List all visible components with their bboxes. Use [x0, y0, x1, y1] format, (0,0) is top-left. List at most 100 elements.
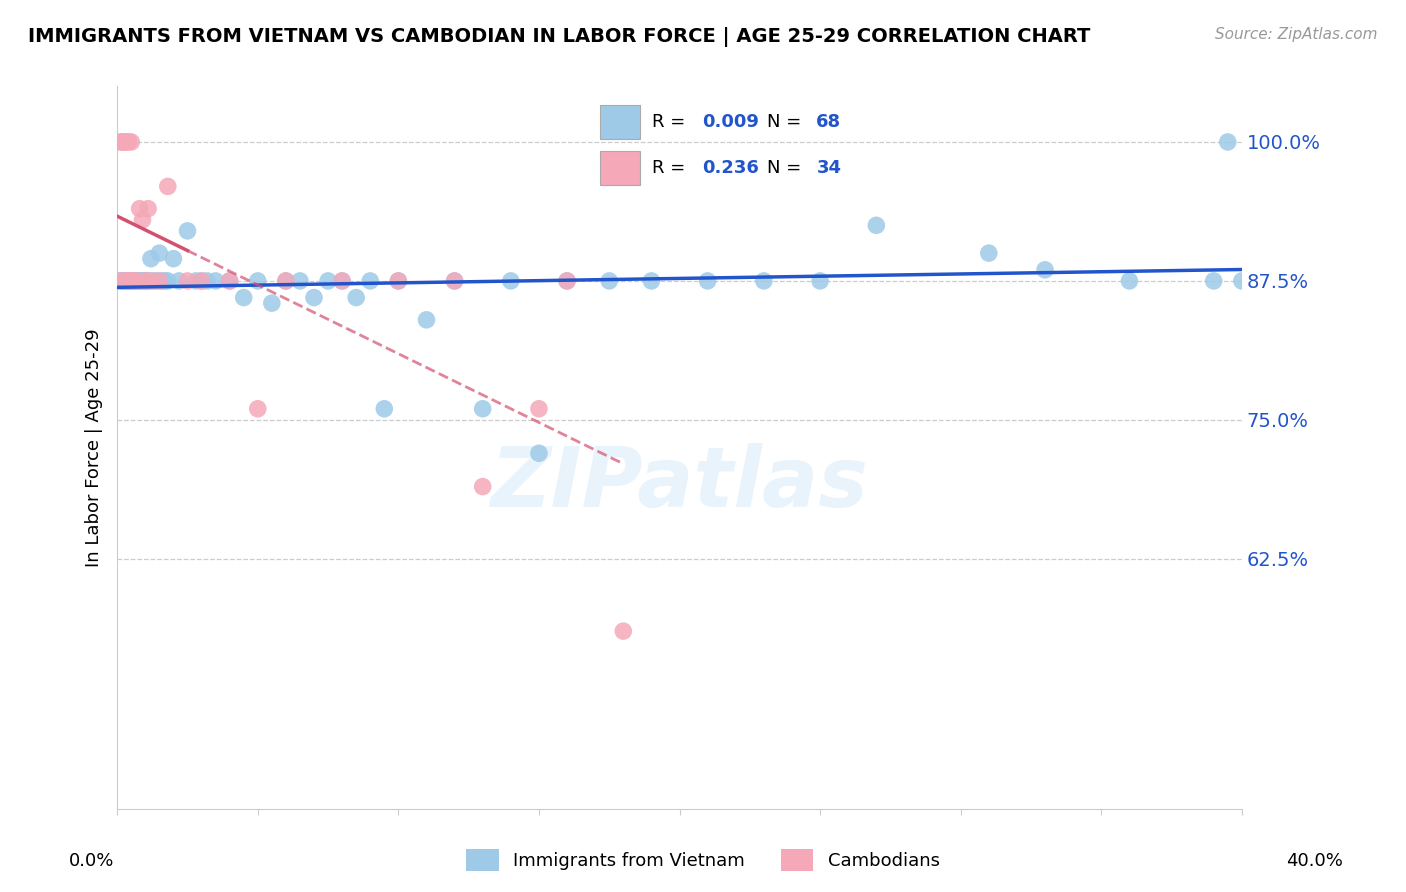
Point [1202, 274, 1225, 288]
Point [156, 274, 179, 288]
Text: 68: 68 [817, 113, 841, 131]
Point [148, 246, 170, 260]
Point [131, 274, 153, 288]
Point [190, 274, 212, 288]
Point [111, 274, 134, 288]
Point [204, 274, 226, 288]
Point [471, 480, 494, 494]
Point [128, 202, 150, 216]
Point [153, 274, 176, 288]
Point [598, 274, 620, 288]
Point [415, 313, 437, 327]
Point [131, 212, 153, 227]
Point [145, 274, 167, 288]
Text: R =: R = [652, 113, 692, 131]
Point [373, 401, 395, 416]
Point [114, 135, 136, 149]
Point [246, 401, 269, 416]
Point [527, 401, 550, 416]
Point [471, 401, 494, 416]
Point [128, 274, 150, 288]
Point [122, 274, 145, 288]
Text: Source: ZipAtlas.com: Source: ZipAtlas.com [1215, 27, 1378, 42]
Point [190, 274, 212, 288]
Point [527, 446, 550, 460]
Point [114, 135, 136, 149]
Point [387, 274, 409, 288]
Point [176, 224, 198, 238]
Point [150, 274, 173, 288]
Point [195, 274, 218, 288]
Point [176, 274, 198, 288]
Point [108, 274, 131, 288]
Text: 0.0%: 0.0% [69, 852, 114, 870]
Point [1118, 274, 1140, 288]
Point [120, 274, 142, 288]
Legend: Immigrants from Vietnam, Cambodians: Immigrants from Vietnam, Cambodians [458, 842, 948, 879]
Point [122, 274, 145, 288]
Point [117, 135, 139, 149]
Point [344, 291, 367, 305]
Point [865, 219, 887, 233]
Point [808, 274, 831, 288]
Point [148, 274, 170, 288]
Point [330, 274, 353, 288]
Point [120, 135, 142, 149]
Point [1230, 274, 1253, 288]
Point [752, 274, 775, 288]
Point [131, 274, 153, 288]
Point [108, 274, 131, 288]
Point [316, 274, 339, 288]
Point [139, 274, 162, 288]
Point [122, 274, 145, 288]
Point [111, 135, 134, 149]
Point [302, 291, 325, 305]
Point [117, 274, 139, 288]
Bar [600, 105, 640, 139]
Point [330, 274, 353, 288]
Point [1216, 135, 1239, 149]
Point [136, 274, 159, 288]
Point [162, 252, 184, 266]
Point [612, 624, 634, 639]
Text: 0.236: 0.236 [702, 159, 759, 177]
Point [142, 274, 165, 288]
Point [274, 274, 297, 288]
Text: N =: N = [766, 113, 807, 131]
Point [117, 274, 139, 288]
Point [260, 296, 283, 310]
Point [111, 135, 134, 149]
Bar [600, 151, 640, 185]
Point [117, 274, 139, 288]
Point [120, 274, 142, 288]
Text: R =: R = [652, 159, 692, 177]
Point [499, 274, 522, 288]
Point [114, 274, 136, 288]
Point [120, 274, 142, 288]
Point [387, 274, 409, 288]
Point [125, 274, 148, 288]
Point [640, 274, 662, 288]
Point [274, 274, 297, 288]
Point [696, 274, 718, 288]
Point [1033, 262, 1056, 277]
Point [120, 274, 142, 288]
Text: IMMIGRANTS FROM VIETNAM VS CAMBODIAN IN LABOR FORCE | AGE 25-29 CORRELATION CHAR: IMMIGRANTS FROM VIETNAM VS CAMBODIAN IN … [28, 27, 1091, 46]
Point [125, 274, 148, 288]
Point [111, 274, 134, 288]
Point [125, 274, 148, 288]
Point [288, 274, 311, 288]
Point [977, 246, 1000, 260]
Point [443, 274, 465, 288]
Point [134, 274, 156, 288]
Text: 0.009: 0.009 [702, 113, 759, 131]
Point [218, 274, 240, 288]
Point [359, 274, 381, 288]
Text: ZIPatlas: ZIPatlas [491, 443, 869, 524]
Point [184, 274, 207, 288]
Text: 34: 34 [817, 159, 841, 177]
Point [120, 274, 142, 288]
Point [246, 274, 269, 288]
Point [156, 179, 179, 194]
Point [232, 291, 254, 305]
